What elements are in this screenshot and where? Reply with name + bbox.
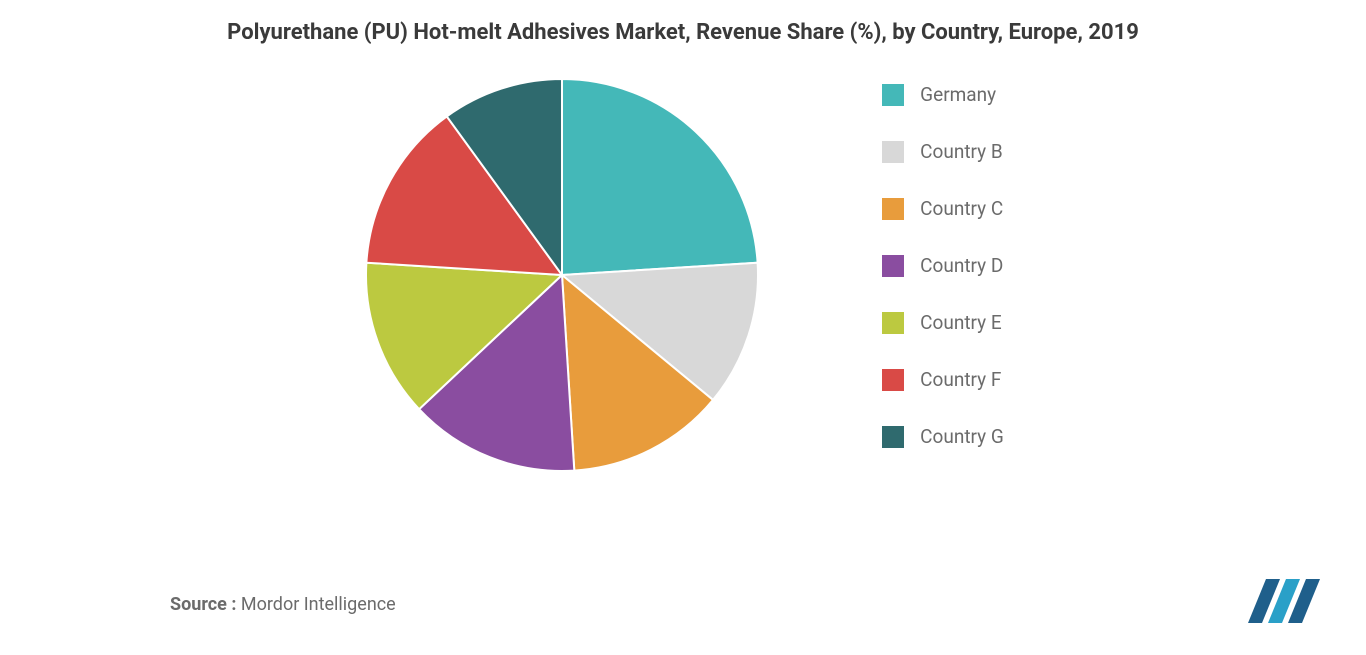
legend-item: Country C — [882, 197, 1004, 220]
chart-container: Polyurethane (PU) Hot-melt Adhesives Mar… — [0, 0, 1366, 655]
chart-title: Polyurethane (PU) Hot-melt Adhesives Mar… — [40, 20, 1326, 45]
legend-item: Country B — [882, 140, 1004, 163]
legend-label: Country F — [920, 368, 1001, 391]
legend-item: Country D — [882, 254, 1004, 277]
legend-swatch — [882, 255, 904, 277]
chart-row: Germany Country B Country C Country D Countr… — [40, 75, 1326, 479]
legend-item: Country G — [882, 425, 1004, 448]
legend-label: Country C — [920, 197, 1003, 220]
source-line: Source : Mordor Intelligence — [170, 594, 396, 615]
legend-swatch — [882, 312, 904, 334]
legend-label: Country B — [920, 140, 1003, 163]
legend-swatch — [882, 84, 904, 106]
legend-label: Country E — [920, 311, 1002, 334]
legend-swatch — [882, 141, 904, 163]
legend-label: Country D — [920, 254, 1003, 277]
legend-swatch — [882, 426, 904, 448]
legend-item: Germany — [882, 83, 1004, 106]
legend-swatch — [882, 369, 904, 391]
legend-item: Country E — [882, 311, 1004, 334]
source-value: Mordor Intelligence — [241, 594, 396, 615]
legend-label: Country G — [920, 425, 1004, 448]
legend-item: Country F — [882, 368, 1004, 391]
source-label: Source : — [170, 594, 236, 615]
legend-swatch — [882, 198, 904, 220]
legend-label: Germany — [920, 83, 996, 106]
brand-logo — [1248, 579, 1320, 627]
legend: Germany Country B Country C Country D Countr… — [882, 75, 1004, 448]
pie-slice — [562, 79, 758, 275]
pie-chart — [362, 75, 762, 479]
